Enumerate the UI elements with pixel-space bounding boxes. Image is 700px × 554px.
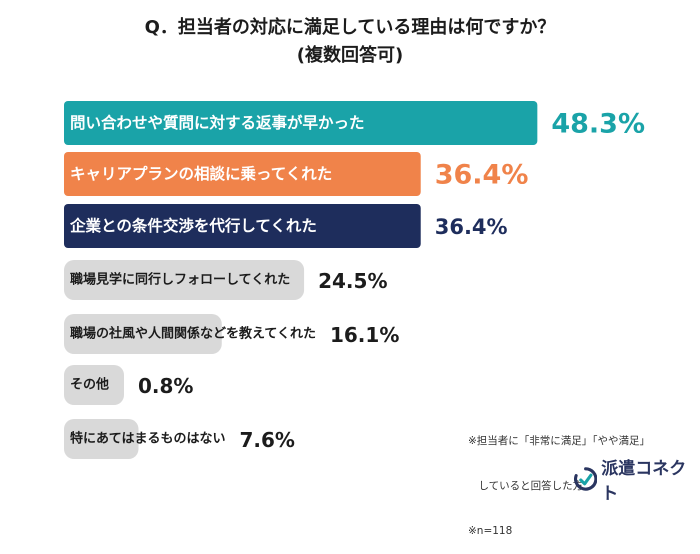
- bar-3: [64, 204, 421, 248]
- bar-1: [64, 101, 538, 145]
- bar-label-3: 企業との条件交渉を代行してくれた: [69, 216, 317, 235]
- title-question: Q．担当者の対応に満足している理由は何ですか？: [144, 17, 556, 38]
- bar-label-4: 職場見学に同行しフォローしてくれた: [70, 272, 290, 288]
- note-line-1: ※担当者に「非常に満足」「やや満足」: [468, 435, 651, 447]
- bar-2: [64, 152, 421, 196]
- brand-logo: 派遣コネクト: [574, 459, 700, 504]
- bar-chart: 問い合わせや質問に対する返事が早かった 48.3% キャリアプランの相談に乗ってくれ…: [64, 101, 645, 459]
- bar-value-6: 0.8%: [138, 374, 193, 398]
- bar-value-4: 24.5%: [318, 269, 387, 293]
- bar-6: [64, 365, 124, 405]
- bar-value-1: 48.3%: [551, 109, 645, 140]
- bar-7: [64, 419, 139, 459]
- bar-label-2: キャリアプランの相談に乗ってくれた: [70, 164, 332, 183]
- title-subtitle: (複数回答可): [296, 45, 404, 66]
- bar-value-5: 16.1%: [330, 323, 399, 347]
- logo-mark-icon: [574, 467, 598, 491]
- bar-label-1: 問い合わせや質問に対する返事が早かった: [70, 113, 365, 132]
- note-line-2: していると回答した方: [468, 480, 584, 492]
- bar-value-7: 7.6%: [239, 428, 294, 452]
- logo-text: 派遣コネクト: [601, 459, 687, 504]
- bar-value-2: 36.4%: [435, 160, 529, 191]
- bar-value-3: 36.4%: [435, 215, 508, 239]
- bar-label-7: 特にあてはまるものはない: [70, 431, 225, 447]
- bar-4: [64, 260, 305, 300]
- chart-title: Q．担当者の対応に満足している理由は何ですか？ (複数回答可): [0, 14, 700, 70]
- bar-label-5: 職場の社風や人間関係などを教えてくれた: [70, 326, 316, 342]
- bar-label-6: その他: [70, 377, 109, 393]
- note-sample-size: ※n=118: [468, 525, 513, 537]
- bar-5: [64, 314, 222, 354]
